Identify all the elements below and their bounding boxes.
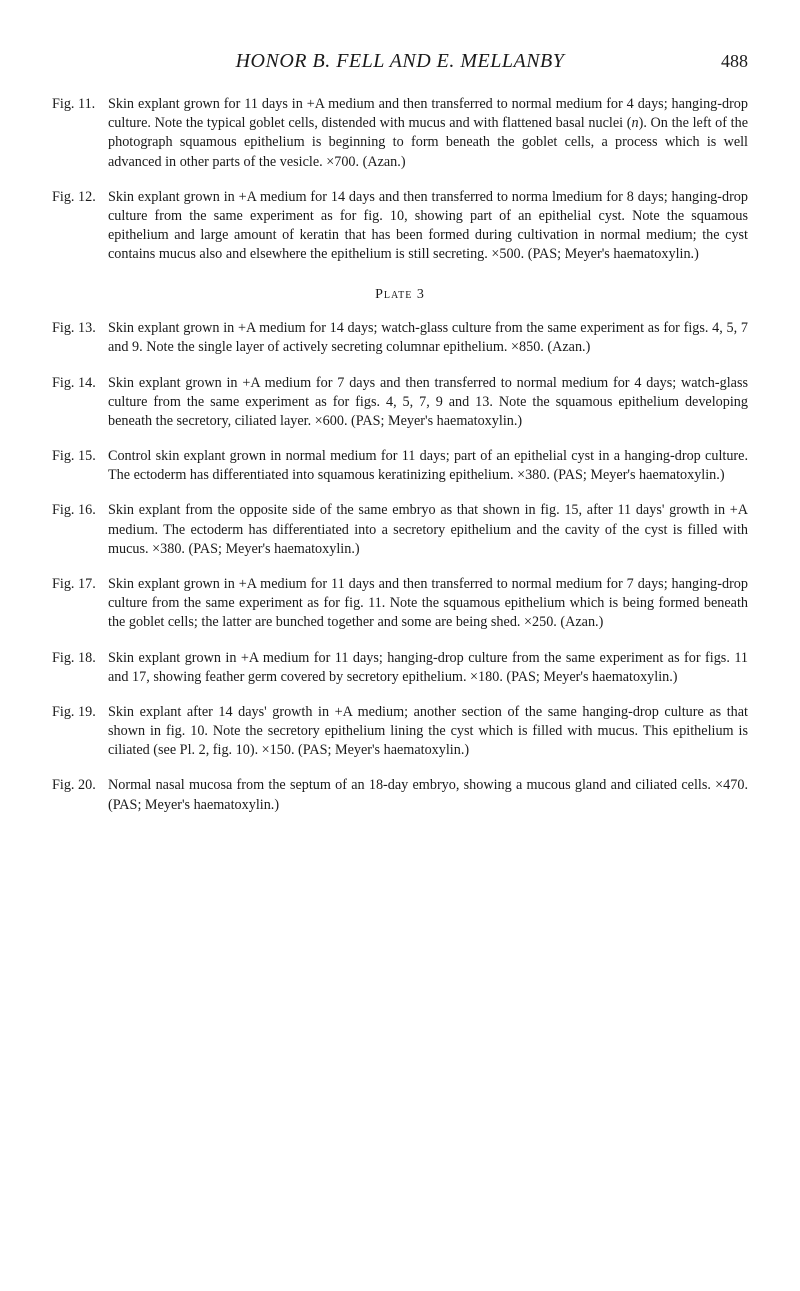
figure-caption-entry: Fig. 17.Skin explant grown in +A medium … <box>52 575 748 633</box>
figure-label: Fig. 20. <box>52 776 108 814</box>
figure-caption-entry: Fig. 15.Control skin explant grown in no… <box>52 447 748 485</box>
page-number: 488 <box>700 49 748 73</box>
figure-caption-entry: Fig. 14.Skin explant grown in +A medium … <box>52 374 748 432</box>
figure-label: Fig. 19. <box>52 703 108 761</box>
figure-caption-entry: Fig. 20.Normal nasal mucosa from the sep… <box>52 776 748 814</box>
figure-caption-entry: Fig. 18.Skin explant grown in +A medium … <box>52 649 748 687</box>
figure-caption-text: Skin explant grown in +A medium for 14 d… <box>108 188 748 265</box>
figure-label: Fig. 16. <box>52 501 108 559</box>
figure-caption-text: Skin explant after 14 days' growth in +A… <box>108 703 748 761</box>
page-title: HONOR B. FELL AND E. MELLANBY <box>100 48 700 75</box>
figure-label: Fig. 11. <box>52 95 108 172</box>
figure-caption-text: Control skin explant grown in normal med… <box>108 447 748 485</box>
figure-captions-plate3: Fig. 13.Skin explant grown in +A medium … <box>52 319 748 814</box>
figure-label: Fig. 14. <box>52 374 108 432</box>
figure-captions-top: Fig. 11.Skin explant grown for 11 days i… <box>52 95 748 264</box>
figure-label: Fig. 15. <box>52 447 108 485</box>
plate-heading: Plate 3 <box>52 286 748 305</box>
figure-caption-text: Skin explant grown in +A medium for 11 d… <box>108 649 748 687</box>
figure-caption-entry: Fig. 12.Skin explant grown in +A medium … <box>52 188 748 265</box>
figure-caption-text: Skin explant grown for 11 days in +A med… <box>108 95 748 172</box>
figure-caption-text: Skin explant from the opposite side of t… <box>108 501 748 559</box>
figure-label: Fig. 18. <box>52 649 108 687</box>
figure-label: Fig. 12. <box>52 188 108 265</box>
figure-label: Fig. 17. <box>52 575 108 633</box>
figure-caption-entry: Fig. 13.Skin explant grown in +A medium … <box>52 319 748 357</box>
figure-caption-text: Skin explant grown in +A medium for 11 d… <box>108 575 748 633</box>
figure-caption-entry: Fig. 16.Skin explant from the opposite s… <box>52 501 748 559</box>
figure-caption-text: Skin explant grown in +A medium for 7 da… <box>108 374 748 432</box>
figure-label: Fig. 13. <box>52 319 108 357</box>
figure-caption-entry: Fig. 19.Skin explant after 14 days' grow… <box>52 703 748 761</box>
figure-caption-text: Normal nasal mucosa from the septum of a… <box>108 776 748 814</box>
running-header: HONOR B. FELL AND E. MELLANBY 488 <box>52 48 748 75</box>
figure-caption-text: Skin explant grown in +A medium for 14 d… <box>108 319 748 357</box>
figure-caption-entry: Fig. 11.Skin explant grown for 11 days i… <box>52 95 748 172</box>
